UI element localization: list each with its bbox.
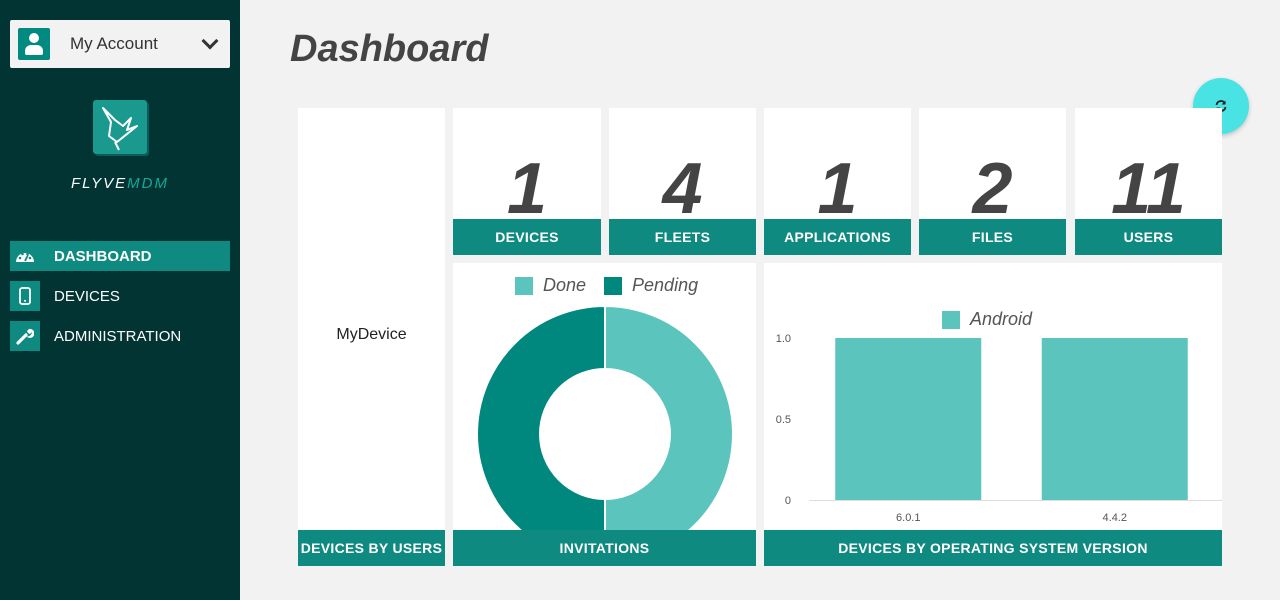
y-tick-label: 1.0 bbox=[776, 333, 791, 345]
invitations-donut-chart bbox=[476, 304, 734, 564]
page-title: Dashboard bbox=[290, 28, 489, 70]
flyve-logo bbox=[93, 100, 149, 156]
bar-4.4.2[interactable] bbox=[1041, 338, 1188, 500]
devices-count: 1 bbox=[506, 149, 548, 229]
legend-label: Done bbox=[543, 275, 587, 295]
os-version-card: Android 1.0 0.5 0 6.0.1 4.4.2 DEVICES BY OPE… bbox=[764, 263, 1222, 566]
users-count: 11 bbox=[1111, 149, 1186, 229]
users-stat-card[interactable]: 11 USERS bbox=[1075, 108, 1222, 255]
sidebar-item-label: ADMINISTRATION bbox=[54, 327, 182, 345]
os-version-label: DEVICES BY OPERATING SYSTEM VERSION bbox=[764, 530, 1222, 566]
wrench-icon bbox=[10, 321, 40, 351]
sidebar-item-administration[interactable]: ADMINISTRATION bbox=[10, 321, 230, 351]
legend-item-android[interactable]: Android bbox=[942, 309, 1032, 330]
applications-stat-card[interactable]: 1 APPLICATIONS bbox=[764, 108, 911, 255]
devices-by-users-label: DEVICES BY USERS bbox=[298, 530, 445, 566]
sidebar-nav: DASHBOARD DEVICES ADMINISTRATION bbox=[10, 241, 230, 361]
legend-item-done[interactable]: Done bbox=[515, 275, 586, 296]
os-bar-chart: 1.0 0.5 0 6.0.1 4.4.2 bbox=[776, 333, 1222, 524]
sidebar-item-label: DEVICES bbox=[54, 287, 120, 305]
account-label: My Account bbox=[70, 34, 158, 53]
brand-mdm: MDM bbox=[127, 175, 169, 192]
applications-stat-label: APPLICATIONS bbox=[764, 219, 911, 255]
fleets-stat-label: FLEETS bbox=[609, 219, 756, 255]
device-user-name: MyDevice bbox=[336, 326, 407, 343]
bar-6.0.1[interactable] bbox=[835, 338, 982, 500]
legend-swatch-done bbox=[515, 276, 533, 295]
dashboard-icon bbox=[10, 241, 40, 271]
donut-slice-pending[interactable] bbox=[476, 304, 606, 564]
legend-label: Android bbox=[970, 309, 1033, 329]
device-icon bbox=[10, 281, 40, 311]
devices-stat-card[interactable]: 1 DEVICES bbox=[453, 108, 601, 255]
y-tick-label: 0 bbox=[785, 495, 791, 507]
legend-swatch-pending bbox=[604, 276, 623, 295]
applications-count: 1 bbox=[817, 149, 858, 229]
sidebar-item-label: DASHBOARD bbox=[54, 247, 152, 265]
fleets-stat-card[interactable]: 4 FLEETS bbox=[609, 108, 756, 255]
legend-item-pending[interactable]: Pending bbox=[604, 275, 698, 296]
fleets-count: 4 bbox=[662, 149, 703, 229]
devices-stat-label: DEVICES bbox=[453, 219, 601, 255]
files-stat-card[interactable]: 2 FILES bbox=[919, 108, 1066, 255]
files-count: 2 bbox=[972, 149, 1013, 229]
legend-label: Pending bbox=[632, 275, 699, 295]
legend-swatch-android bbox=[942, 310, 960, 329]
files-stat-label: FILES bbox=[919, 219, 1066, 255]
os-legend: Android bbox=[942, 309, 1050, 330]
donut-slice-done[interactable] bbox=[604, 304, 734, 564]
account-menu[interactable]: My Account bbox=[10, 20, 230, 68]
sidebar: My Account FLYVEMDM bbox=[0, 0, 240, 600]
chevron-down-icon bbox=[201, 32, 219, 50]
bird-icon bbox=[102, 107, 138, 151]
invitations-card: Done Pending INVITATIONS bbox=[453, 263, 756, 566]
invitations-label: INVITATIONS bbox=[453, 530, 756, 566]
devices-by-users-card: MyDevice DEVICES BY USERS bbox=[298, 108, 445, 566]
x-tick-label: 6.0.1 bbox=[896, 512, 920, 524]
brand-name: FLYVEMDM bbox=[0, 175, 240, 192]
sidebar-item-dashboard[interactable]: DASHBOARD bbox=[10, 241, 230, 271]
sidebar-item-devices[interactable]: DEVICES bbox=[10, 281, 230, 311]
user-icon bbox=[18, 28, 50, 60]
brand-flyve: FLYVE bbox=[71, 175, 128, 192]
y-tick-label: 0.5 bbox=[776, 414, 791, 426]
users-stat-label: USERS bbox=[1075, 219, 1222, 255]
invitations-legend: Done Pending bbox=[515, 275, 716, 296]
x-tick-label: 4.4.2 bbox=[1103, 512, 1127, 524]
